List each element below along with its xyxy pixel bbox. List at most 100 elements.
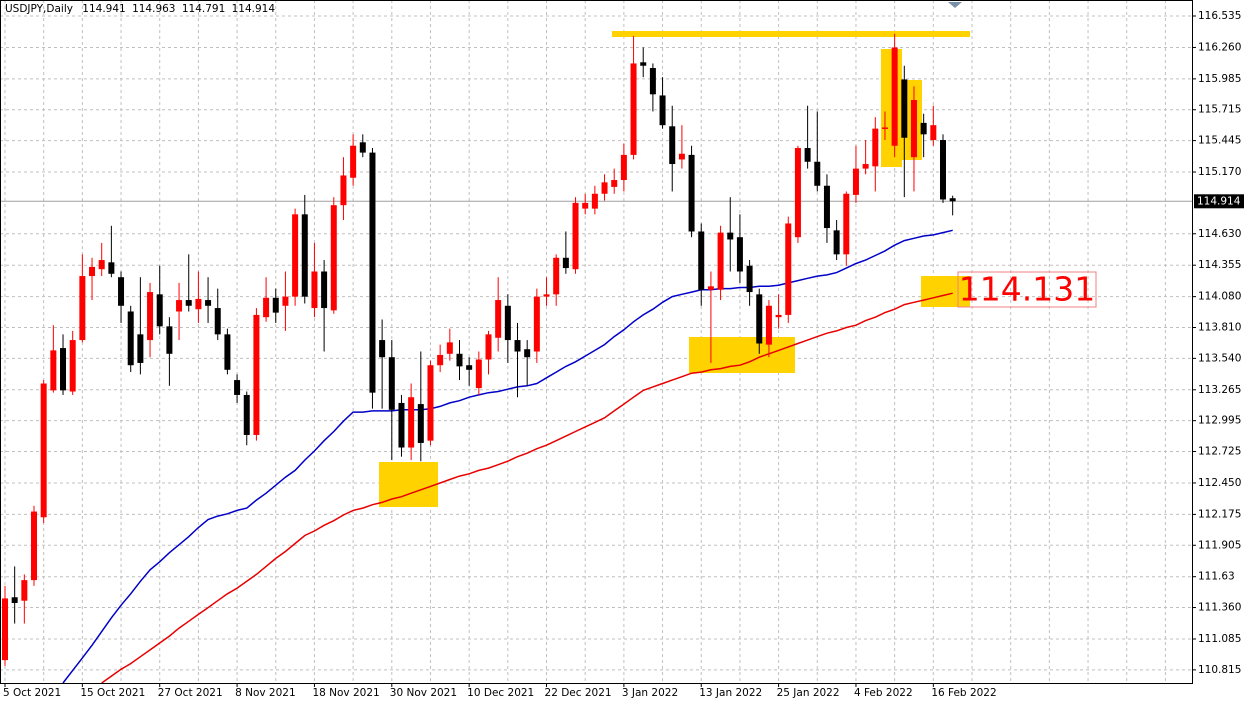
chart-title: USDJPY,Daily 114.941 114.963 114.791 114… [5,3,275,15]
candle-body [901,79,908,138]
candle-body [321,271,328,309]
x-tick-label: 30 Nov 2021 [390,687,457,699]
candle-body [514,340,521,352]
candle-body [301,214,308,297]
candle-body [234,380,241,395]
x-tick-label: 25 Jan 2022 [777,687,840,699]
candle-body [872,128,879,167]
y-tick-label: 111.085 [1198,633,1241,645]
header-close: 114.914 [232,3,276,15]
candle-body [620,154,627,181]
highlight-box [881,49,902,167]
y-tick-label: 113.265 [1198,384,1241,396]
y-tick-label: 112.175 [1198,508,1241,520]
candle-body [775,314,782,318]
y-tick-label: 112.725 [1198,446,1241,458]
plot-frame [0,0,1193,684]
candle-body [495,300,502,338]
x-tick-label: 15 Oct 2021 [80,687,145,699]
candle-body [736,237,743,272]
annotation-box [957,271,1097,308]
candle-body [21,580,28,601]
candle-body [446,342,453,354]
candle-body [949,198,956,202]
candle-body [823,185,830,229]
candle-body [127,311,134,366]
candle-body [611,180,618,187]
candle-body [669,126,676,165]
candle-body [108,262,115,274]
candle-body [843,193,850,255]
candle-body [282,296,289,306]
candle-body [466,365,473,370]
candle-body [379,340,386,358]
candle-body [707,286,714,290]
candle-body [50,350,57,391]
y-tick-label: 111.360 [1198,602,1241,614]
candle-body [214,308,221,335]
candle-body [427,365,434,441]
candle-body [562,257,569,269]
candle-body [688,154,695,232]
header-high: 114.963 [132,3,175,15]
candle-body [292,214,299,297]
x-tick-label: 18 Nov 2021 [312,687,379,699]
candle-body [359,142,366,153]
candle-body [794,148,801,238]
symbol: USDJPY,Daily [5,3,73,15]
y-tick-label: 116.260 [1198,41,1241,53]
candle-body [640,62,647,66]
candle-body [40,383,47,518]
candle-body [2,598,8,661]
candle-body [814,161,821,186]
x-tick-label: 10 Dec 2021 [467,687,534,699]
candle-body [330,205,337,311]
candle-body [243,394,250,435]
candle-body [69,340,76,392]
candle-body [475,359,482,389]
candle-body [408,397,415,448]
x-tick-label: 16 Feb 2022 [931,687,996,699]
y-tick-label: 113.810 [1198,321,1241,333]
candle-body [272,297,279,313]
candle-body [224,334,231,370]
y-tick-label: 114.080 [1198,291,1241,303]
y-tick-label: 115.445 [1198,135,1241,147]
y-tick-label: 114.355 [1198,259,1241,271]
candle-body [833,230,840,255]
candle-body [504,305,511,341]
candle-body [852,168,859,195]
candle-body [79,276,86,341]
y-tick-label: 110.815 [1198,664,1241,676]
candle-body [785,223,792,315]
candle-body [437,354,444,366]
candle-body [717,232,724,290]
candle-body [862,164,869,169]
y-tick-label: 112.995 [1198,415,1241,427]
candle-body [340,175,347,206]
plot [2,33,956,684]
candle-body [60,348,67,391]
y-tick-label: 113.540 [1198,352,1241,364]
candle-body [156,294,163,327]
candle-body [891,47,898,146]
candle-body [659,95,666,126]
candle-body [630,63,637,155]
y-tick-label: 115.170 [1198,166,1241,178]
candle-body [601,182,608,194]
candle-body [137,334,144,363]
moving-average-line [62,229,953,684]
grid [0,0,1192,683]
candle-body [147,292,154,341]
candle-body [205,300,212,306]
y-tick-label: 115.985 [1198,73,1241,85]
candle-body [11,597,18,603]
candle-body [253,314,260,435]
candle-body [417,404,424,443]
candle-body [756,294,763,344]
candle-body [263,297,270,318]
x-tick-label: 13 Jan 2022 [699,687,762,699]
moving-average-line [101,292,953,684]
